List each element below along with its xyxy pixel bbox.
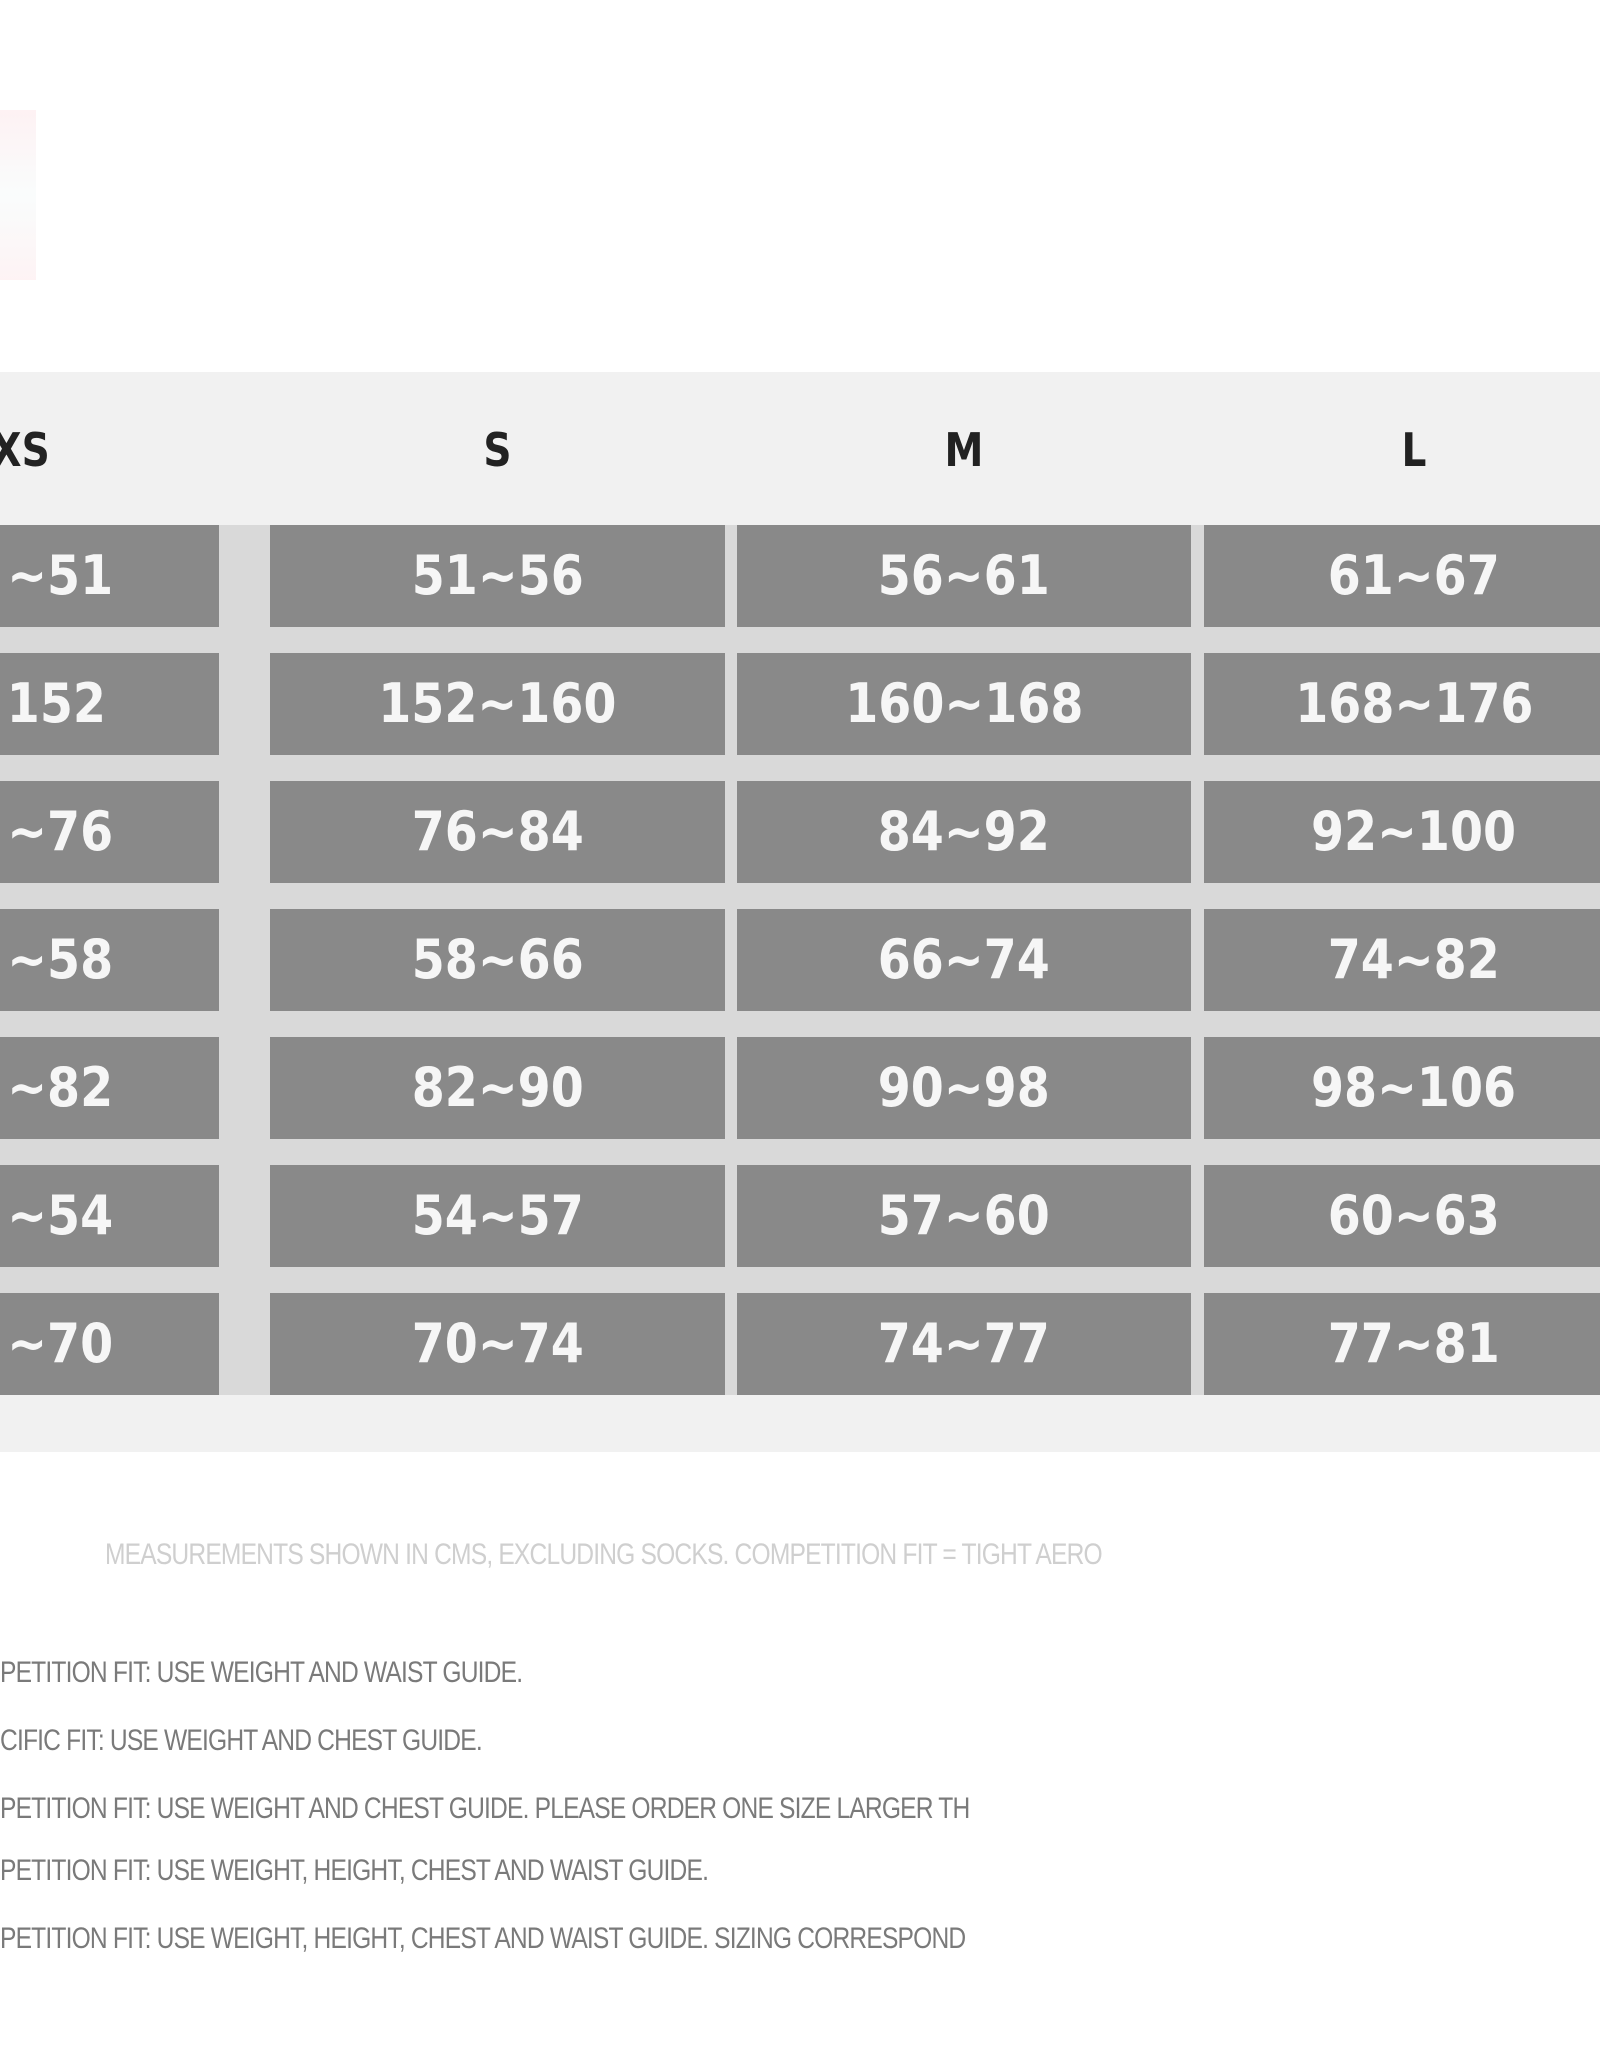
- fit-note-line: PETITION FIT: USE WEIGHT AND WAIST GUIDE…: [0, 1656, 523, 1689]
- cell-value: 74~77: [877, 1312, 1051, 1375]
- cell-value: 61~67: [1327, 544, 1501, 607]
- cell-value: ~82: [7, 1056, 114, 1119]
- table-cell: 82~90: [270, 1037, 725, 1139]
- table-cell: 51~56: [270, 525, 725, 627]
- table-cell: 66~74: [737, 909, 1191, 1011]
- table-cell: 77~81: [1204, 1293, 1600, 1395]
- table-cell: 168~176: [1204, 653, 1600, 755]
- cell-value: 168~176: [1294, 672, 1534, 735]
- table-cell: 152~160: [270, 653, 725, 755]
- cell-value: 160~168: [844, 672, 1084, 735]
- table-cell: 84~92: [737, 781, 1191, 883]
- cell-value: 74~82: [1327, 928, 1501, 991]
- table-cell: 160~168: [737, 653, 1191, 755]
- size-table-body: ~51 51~56 56~61 61~67 152 152~160 160~168 168~1…: [0, 525, 1600, 1395]
- cell-value: 82~90: [411, 1056, 584, 1119]
- table-cell: 92~100: [1204, 781, 1600, 883]
- table-cell: 61~67: [1204, 525, 1600, 627]
- size-header-m: M: [944, 423, 984, 477]
- table-cell: 56~61: [737, 525, 1191, 627]
- fit-note-line: PETITION FIT: USE WEIGHT, HEIGHT, CHEST …: [0, 1854, 709, 1887]
- table-cell: 60~63: [1204, 1165, 1600, 1267]
- fit-note-line: CIFIC FIT: USE WEIGHT AND CHEST GUIDE.: [0, 1724, 483, 1757]
- cell-value: ~51: [7, 544, 114, 607]
- decorative-graphic: [0, 110, 36, 280]
- cell-value: 76~84: [411, 800, 584, 863]
- size-header-l: L: [1401, 423, 1427, 477]
- cell-value: ~76: [7, 800, 114, 863]
- cell-value: 60~63: [1327, 1184, 1501, 1247]
- cell-value: 77~81: [1327, 1312, 1501, 1375]
- cell-value: 90~98: [877, 1056, 1051, 1119]
- table-cell: 74~82: [1204, 909, 1600, 1011]
- size-header-xs: XS: [0, 423, 50, 477]
- cell-value: 66~74: [877, 928, 1051, 991]
- table-cell: ~76: [0, 781, 219, 883]
- table-cell: ~54: [0, 1165, 219, 1267]
- fit-note-line: PETITION FIT: USE WEIGHT, HEIGHT, CHEST …: [0, 1922, 966, 1955]
- fit-note-line: PETITION FIT: USE WEIGHT AND CHEST GUIDE…: [0, 1792, 970, 1825]
- cell-value: 51~56: [411, 544, 584, 607]
- cell-value: ~54: [7, 1184, 114, 1247]
- cell-value: 152~160: [378, 672, 617, 735]
- cell-value: 152: [6, 672, 106, 735]
- cell-value: 57~60: [877, 1184, 1051, 1247]
- size-header-s: S: [483, 423, 512, 477]
- table-cell: ~58: [0, 909, 219, 1011]
- cell-value: ~70: [7, 1312, 114, 1375]
- table-cell: 58~66: [270, 909, 725, 1011]
- table-cell: 76~84: [270, 781, 725, 883]
- cell-value: 84~92: [877, 800, 1051, 863]
- table-cell: 90~98: [737, 1037, 1191, 1139]
- cell-value: ~58: [7, 928, 114, 991]
- measurement-caption: MEASUREMENTS SHOWN IN CMS, EXCLUDING SOC…: [105, 1538, 1103, 1571]
- table-cell: 98~106: [1204, 1037, 1600, 1139]
- table-cell: 74~77: [737, 1293, 1191, 1395]
- table-cell: ~82: [0, 1037, 219, 1139]
- cell-value: 56~61: [877, 544, 1051, 607]
- table-cell: 152: [0, 653, 219, 755]
- cell-value: 70~74: [411, 1312, 584, 1375]
- table-cell: 70~74: [270, 1293, 725, 1395]
- cell-value: 92~100: [1311, 800, 1517, 863]
- table-cell: ~70: [0, 1293, 219, 1395]
- table-cell: 57~60: [737, 1165, 1191, 1267]
- table-cell: 54~57: [270, 1165, 725, 1267]
- cell-value: 98~106: [1311, 1056, 1517, 1119]
- cell-value: 54~57: [411, 1184, 584, 1247]
- table-cell: ~51: [0, 525, 219, 627]
- cell-value: 58~66: [411, 928, 584, 991]
